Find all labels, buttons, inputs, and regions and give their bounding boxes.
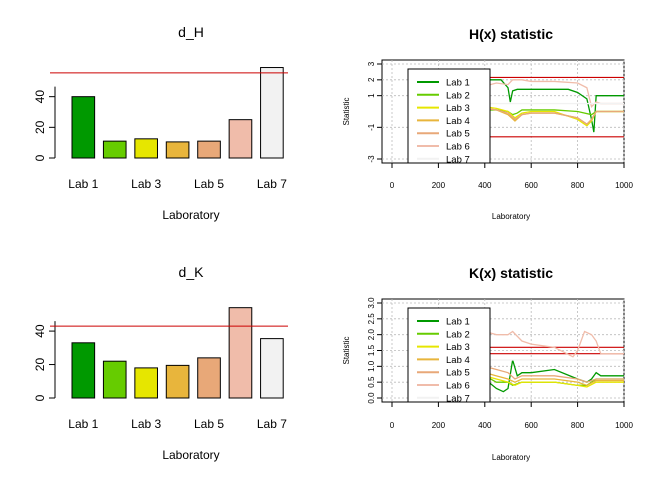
x-tick-label: 600 (525, 421, 539, 430)
legend-box (407, 68, 491, 164)
chart-title: d_H (178, 24, 204, 40)
bar-lab-6 (228, 307, 253, 399)
x-tick-label: Lab 1 (68, 177, 98, 191)
series-line-lab-5 (484, 107, 624, 126)
y-tick-label: 40 (33, 324, 47, 338)
legend-box (407, 307, 491, 403)
legend-label: Lab 2 (446, 329, 470, 340)
y-tick-label: 40 (33, 90, 47, 104)
legend-label: Lab 4 (446, 116, 470, 127)
y-tick-label: 20 (33, 120, 47, 134)
line-chart-hxstatistic: H(x) statistic -3 -1 1 2 3 0 200 400 600 800 1000 La… (342, 26, 633, 221)
x-tick-label: Lab 5 (194, 177, 224, 191)
chart-title: H(x) statistic (469, 26, 553, 42)
x-tick-label: 0 (390, 421, 395, 430)
x-tick-label: 800 (571, 181, 585, 190)
x-tick-label: 200 (432, 421, 446, 430)
bar-lab-5 (197, 140, 221, 159)
x-tick-label: Lab 7 (257, 177, 287, 191)
bar-lab-4 (165, 141, 190, 159)
y-tick-label: -1 (367, 123, 376, 131)
bar-lab-3 (134, 138, 158, 159)
bar-lab-5 (197, 357, 221, 399)
series-line-lab-4 (484, 372, 624, 387)
x-axis-label: Laboratory (162, 448, 219, 462)
bar-lab-2 (102, 360, 127, 399)
x-axis-label: Laboratory (162, 208, 219, 222)
x-tick-label: Lab 5 (194, 417, 224, 431)
x-tick-label: Lab 3 (131, 177, 161, 191)
legend-label: Lab 6 (446, 381, 470, 392)
x-tick-label: 0 (390, 181, 395, 190)
bar-lab-2 (102, 140, 127, 159)
bar-lab-6 (228, 119, 253, 159)
x-tick-label: 400 (478, 421, 492, 430)
bar-chart-dk: d_K 0 20 40 Lab 1 Lab 3 Lab 5 Lab 7 Laboratory (33, 264, 288, 462)
bar-lab-1 (71, 342, 96, 399)
y-tick-label: 2.5 (367, 313, 376, 325)
series-line-lab-1 (484, 79, 624, 133)
y-tick-label: 2 (367, 77, 376, 82)
y-tick-label: 0.0 (367, 392, 376, 404)
x-tick-label: Lab 3 (131, 417, 161, 431)
y-axis-label: Statistic (342, 336, 351, 364)
legend-label: Lab 1 (446, 317, 470, 328)
bar-lab-4 (165, 364, 190, 399)
y-tick-label: 2.0 (367, 329, 376, 341)
x-axis-label: Laboratory (492, 212, 530, 221)
bar-lab-7 (260, 67, 284, 159)
legend-label: Lab 6 (446, 142, 470, 153)
y-tick-label: 1.5 (367, 344, 376, 356)
legend-label: Lab 4 (446, 355, 470, 366)
y-tick-label: 1 (367, 93, 376, 98)
x-tick-label: Lab 1 (68, 417, 98, 431)
legend-label: Lab 2 (446, 90, 470, 101)
chart-title: d_K (179, 264, 205, 280)
chart-title: K(x) statistic (469, 265, 553, 281)
legend-label: Lab 5 (446, 368, 470, 379)
x-tick-label: Lab 7 (257, 417, 287, 431)
y-tick-label: 20 (33, 358, 47, 372)
series-line-lab-6 (484, 79, 624, 109)
y-tick-label: 0 (33, 154, 47, 161)
bar-lab-3 (134, 367, 158, 399)
y-tick-label: 3.0 (367, 297, 376, 309)
x-tick-label: 1000 (615, 421, 633, 430)
y-axis-label: Statistic (342, 97, 351, 125)
legend-label: Lab 7 (446, 393, 470, 404)
legend-label: Lab 1 (446, 78, 470, 89)
x-axis-label: Laboratory (492, 453, 530, 462)
series-line-lab-6 (484, 330, 624, 358)
y-tick-label: 3 (367, 61, 376, 66)
legend-label: Lab 5 (446, 129, 470, 140)
line-chart-kxstatistic: K(x) statistic 0.0 0.5 1.0 1.5 2.0 2.5 3.0 0 200 4… (342, 265, 633, 462)
y-tick-label: 1.0 (367, 360, 376, 372)
bar-lab-1 (71, 96, 96, 159)
y-tick-label: 0.5 (367, 376, 376, 388)
bar-lab-7 (260, 338, 284, 399)
legend-label: Lab 7 (446, 154, 470, 165)
legend-label: Lab 3 (446, 342, 470, 353)
series-line-lab-3 (484, 375, 624, 388)
bar-chart-dh: d_H 0 20 40 Lab 1 Lab 3 Lab 5 Lab 7 Laboratory (33, 24, 288, 222)
y-tick-label: 0 (33, 394, 47, 401)
x-tick-label: 400 (478, 181, 492, 190)
series-line-lab-5 (484, 365, 624, 383)
x-tick-label: 200 (432, 181, 446, 190)
x-tick-label: 800 (571, 421, 585, 430)
legend-label: Lab 3 (446, 103, 470, 114)
series-line-lab-1 (484, 359, 624, 393)
x-tick-label: 1000 (615, 181, 633, 190)
y-tick-label: -3 (367, 155, 376, 163)
x-tick-label: 600 (525, 181, 539, 190)
